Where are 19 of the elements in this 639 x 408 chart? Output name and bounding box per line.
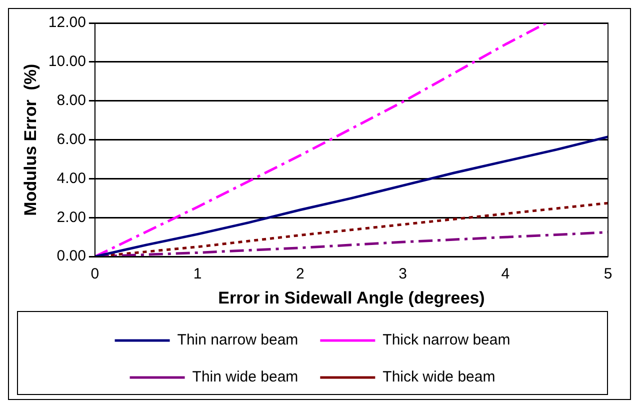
y-tick-label: 10.00 xyxy=(48,53,86,70)
x-tick-label: 2 xyxy=(296,266,304,283)
y-tick-label: 4.00 xyxy=(56,170,86,187)
x-axis-title: Error in Sidewall Angle (degrees) xyxy=(218,288,485,308)
y-tick-label: 0.00 xyxy=(56,248,86,265)
x-tick-label: 4 xyxy=(501,266,510,283)
y-tick-label: 6.00 xyxy=(56,130,86,148)
legend-label: Thick narrow beam xyxy=(382,332,510,349)
x-tick-label: 1 xyxy=(193,266,202,283)
x-tick-label: 3 xyxy=(398,266,407,283)
y-tick-label: 8.00 xyxy=(56,92,86,110)
legend-label: Thick wide beam xyxy=(382,368,496,386)
legend-label: Thin wide beam xyxy=(192,368,298,386)
x-tick-label: 0 xyxy=(90,266,100,283)
y-axis-title: Modulus Error (%) xyxy=(20,64,40,216)
y-tick-label: 2.00 xyxy=(56,208,86,226)
y-tick-label: 12.00 xyxy=(48,14,86,32)
legend-label: Thin narrow beam xyxy=(177,332,298,349)
x-tick-label: 5 xyxy=(604,266,612,283)
